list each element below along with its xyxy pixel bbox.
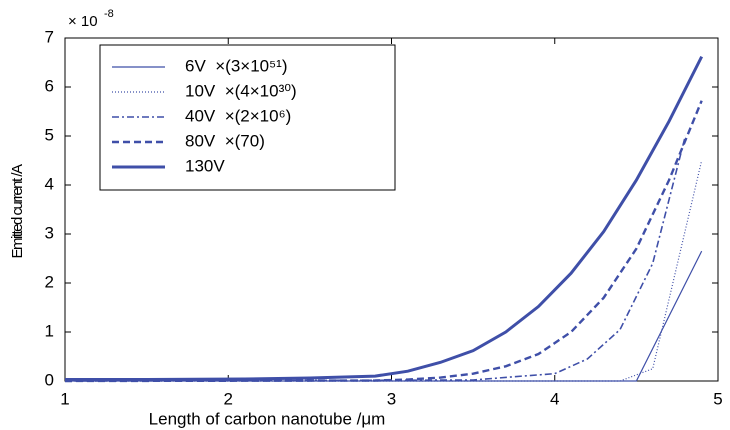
- legend-label: 6V ×(3×10⁵¹): [185, 56, 288, 75]
- legend-label: 80V ×(70): [185, 131, 265, 150]
- x-tick-label: 1: [60, 389, 69, 408]
- y-scale-exponent: -8: [104, 8, 114, 20]
- y-tick-label: 3: [45, 223, 54, 242]
- series-line: [65, 160, 703, 382]
- y-tick-label: 4: [45, 174, 54, 193]
- y-tick-label: 5: [45, 125, 54, 144]
- y-tick-label: 2: [45, 272, 54, 291]
- y-scale-base: × 10: [68, 13, 98, 30]
- y-tick-label: 1: [45, 321, 54, 340]
- legend-label: 40V ×(2×10⁶): [185, 106, 291, 125]
- series-line: [64, 135, 687, 382]
- legend-label: 130V: [185, 156, 225, 175]
- series-line: [65, 55, 704, 382]
- y-tick-label: 0: [45, 370, 54, 389]
- legend-label: 10V ×(4×10³⁰): [185, 81, 297, 100]
- x-tick-label: 3: [387, 389, 396, 408]
- y-axis-title: Emitted current /A: [9, 164, 26, 259]
- x-tick-label: 2: [224, 389, 233, 408]
- x-tick-label: 5: [713, 389, 722, 408]
- y-tick-label: 6: [45, 76, 54, 95]
- x-tick-label: 4: [550, 389, 559, 408]
- x-axis-title: Length of carbon nanotube /μm: [149, 409, 386, 428]
- y-tick-label: 7: [45, 27, 54, 46]
